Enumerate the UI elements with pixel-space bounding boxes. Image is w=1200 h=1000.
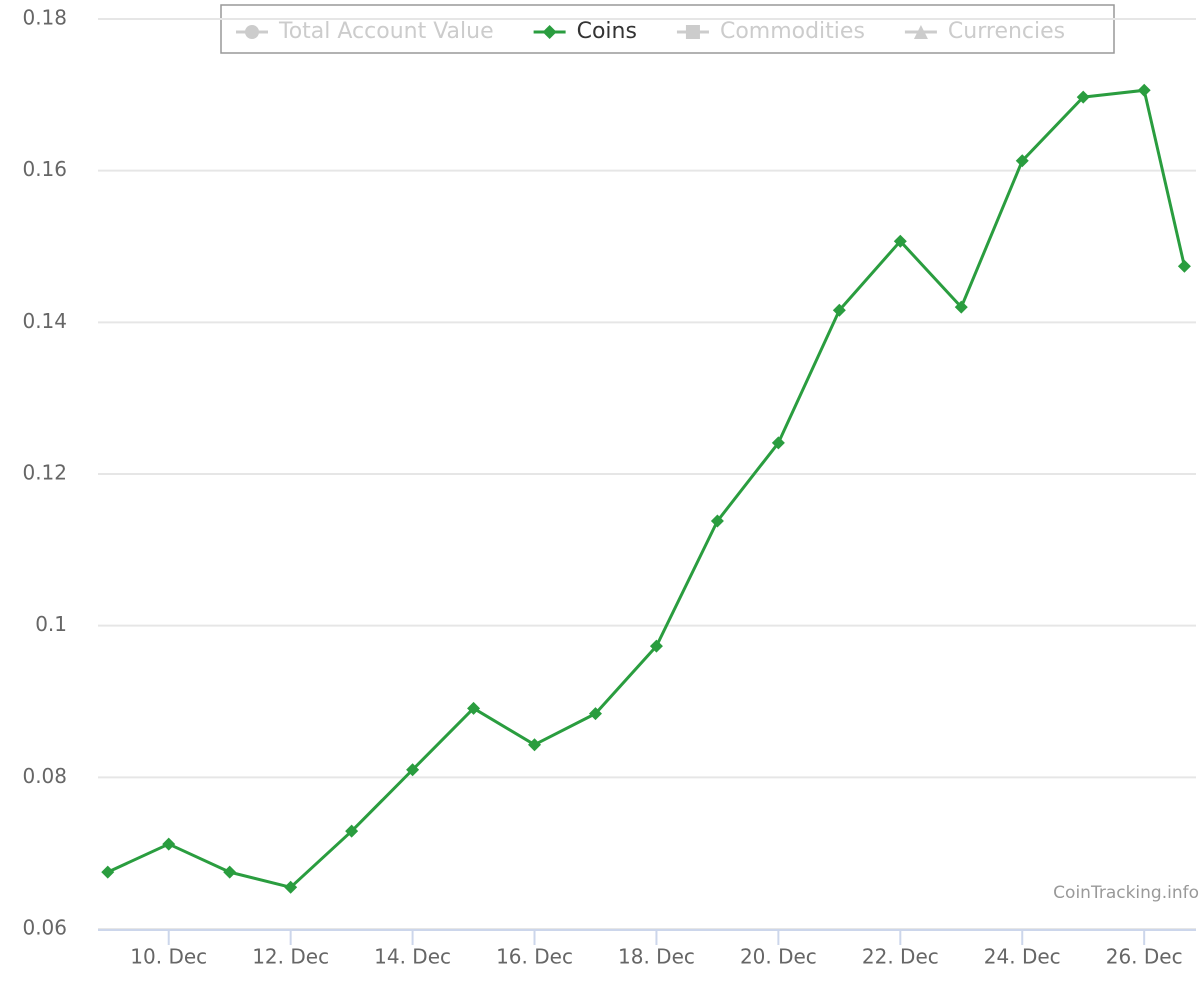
legend-symbol bbox=[245, 25, 259, 39]
y-tick-label: 0.16 bbox=[22, 157, 67, 181]
data-point bbox=[223, 865, 237, 879]
legend-symbol bbox=[685, 25, 700, 39]
x-tick-label: 10. Dec bbox=[130, 945, 207, 969]
y-tick-label: 0.14 bbox=[22, 309, 67, 333]
data-point bbox=[528, 738, 542, 752]
data-point bbox=[832, 303, 846, 317]
data-point bbox=[101, 865, 115, 879]
data-point bbox=[1076, 90, 1090, 104]
y-tick-label: 0.06 bbox=[22, 916, 67, 940]
legend-item[interactable]: Currencies bbox=[948, 19, 1065, 44]
data-point bbox=[284, 880, 298, 894]
y-tick-label: 0.18 bbox=[22, 6, 67, 30]
x-tick-label: 14. Dec bbox=[374, 945, 451, 969]
x-tick-label: 20. Dec bbox=[740, 945, 817, 969]
y-tick-label: 0.1 bbox=[35, 612, 67, 636]
data-point bbox=[649, 639, 663, 653]
x-tick-label: 22. Dec bbox=[862, 945, 939, 969]
data-point bbox=[467, 701, 481, 715]
data-point bbox=[710, 514, 724, 528]
legend-symbol bbox=[913, 25, 928, 39]
data-point bbox=[1015, 154, 1029, 168]
data-point bbox=[162, 837, 176, 851]
data-point bbox=[588, 707, 602, 721]
x-tick-label: 26. Dec bbox=[1106, 945, 1183, 969]
data-point bbox=[771, 436, 785, 450]
x-tick-label: 24. Dec bbox=[984, 945, 1061, 969]
y-tick-label: 0.12 bbox=[22, 461, 67, 485]
data-point bbox=[1137, 83, 1151, 97]
credits[interactable]: CoinTracking.info bbox=[1053, 883, 1199, 903]
series-line bbox=[107, 88, 1186, 889]
data-point bbox=[345, 824, 359, 838]
x-tick-label: 18. Dec bbox=[618, 945, 695, 969]
legend-symbol bbox=[542, 25, 557, 39]
data-point bbox=[893, 234, 907, 248]
legend-item[interactable]: Commodities bbox=[720, 19, 865, 44]
legend-item[interactable]: Coins bbox=[577, 19, 637, 44]
x-tick-label: 16. Dec bbox=[496, 945, 573, 969]
data-point bbox=[1177, 259, 1191, 273]
y-tick-label: 0.08 bbox=[22, 764, 67, 788]
x-tick-label: 12. Dec bbox=[252, 945, 329, 969]
legend-box bbox=[220, 4, 1115, 54]
data-point bbox=[954, 300, 968, 314]
data-point bbox=[406, 763, 420, 777]
legend-item[interactable]: Total Account Value bbox=[278, 19, 494, 44]
